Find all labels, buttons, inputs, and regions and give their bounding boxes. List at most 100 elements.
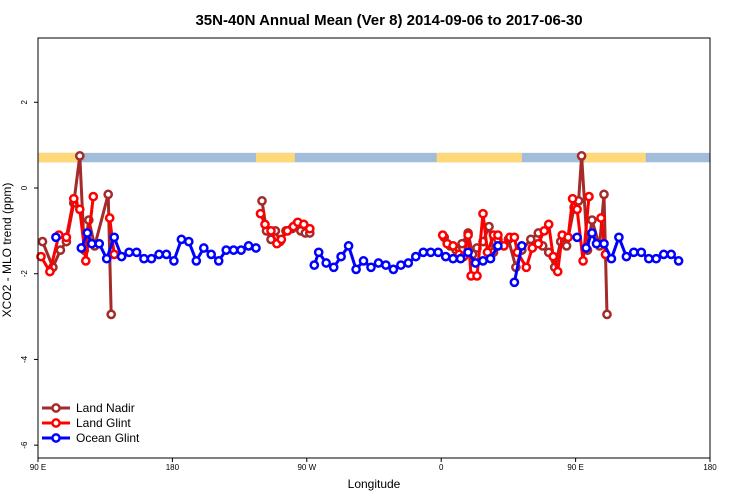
plot-frame [37, 37, 711, 459]
data-point [581, 243, 591, 253]
data-point [493, 241, 503, 251]
data-point [403, 258, 414, 268]
data-point [527, 243, 538, 253]
data-point [478, 208, 488, 219]
data-point [243, 241, 254, 251]
data-point [606, 253, 617, 264]
data-point [103, 189, 114, 200]
data-point [425, 247, 436, 258]
legend-label: Land Glint [76, 416, 131, 430]
legend-marker [51, 433, 61, 443]
data-point [614, 232, 624, 243]
data-point [548, 251, 559, 262]
data-point [572, 204, 582, 215]
data-point [525, 234, 536, 245]
y-tick-label: -6 [20, 441, 29, 449]
data-point [80, 256, 91, 266]
data-point [221, 245, 232, 255]
data-point [578, 256, 588, 266]
data-point [509, 277, 520, 288]
data-point [628, 247, 639, 258]
data-point [282, 226, 293, 236]
data-point [106, 309, 117, 320]
data-point [552, 266, 563, 277]
y-axis-label: XCO2 - MLO trend (ppm) [0, 183, 14, 318]
data-point [313, 247, 324, 258]
data-point [418, 247, 429, 258]
data-point [45, 266, 55, 277]
data-point [213, 256, 224, 266]
data-point [463, 230, 473, 240]
ocean-band [38, 152, 710, 163]
data-point [251, 243, 261, 253]
data-point [131, 247, 142, 258]
legend-marker [51, 418, 61, 428]
data-point [309, 260, 320, 270]
x-tick-label: 180 [703, 463, 717, 472]
series-land-glint [36, 191, 611, 281]
data-point [37, 236, 48, 247]
data-point [124, 247, 134, 258]
data-point [448, 253, 458, 264]
data-point [658, 249, 669, 260]
data-point [666, 249, 677, 260]
data-point [437, 230, 448, 240]
data-point [86, 238, 97, 249]
data-point [146, 253, 157, 264]
data-point [236, 245, 246, 255]
data-point [599, 238, 609, 249]
data-point [161, 249, 172, 260]
x-axis: 90 E 180 90 W 0 90 E 180 [30, 458, 717, 472]
y-axis: -6 -4 -2 0 2 [20, 100, 38, 449]
data-point [351, 264, 361, 275]
data-point [485, 253, 496, 264]
data-point [343, 241, 354, 251]
data-point [584, 191, 594, 202]
data-point [276, 234, 287, 245]
data-point [493, 230, 503, 240]
data-point [139, 253, 149, 264]
data-point [82, 228, 93, 238]
data-point [36, 251, 46, 262]
x-tick-label: 0 [439, 463, 444, 472]
data-point [463, 247, 473, 258]
x-tick-label: 90 E [30, 463, 46, 472]
data-point [266, 226, 276, 236]
data-point [191, 256, 202, 266]
data-point [576, 151, 587, 161]
data-point [76, 243, 87, 253]
data-point [358, 256, 369, 266]
data-point [61, 232, 72, 243]
data-point [336, 251, 346, 262]
data-point [440, 251, 451, 262]
series-lines [36, 151, 684, 320]
data-point [587, 215, 597, 225]
data-point [516, 241, 527, 251]
data-point [539, 226, 550, 236]
x-tick-label: 180 [166, 463, 180, 472]
legend-label: Land Nadir [76, 401, 135, 415]
land-band-segment [38, 152, 80, 163]
land-band-segment [256, 152, 295, 163]
data-point [470, 258, 481, 268]
data-point [101, 253, 112, 264]
data-point [328, 262, 339, 273]
data-point [673, 256, 684, 266]
data-point [543, 219, 554, 230]
data-point [68, 193, 79, 204]
land-mask-band [38, 152, 710, 163]
data-point [572, 232, 582, 243]
x-axis-label: Longitude [348, 477, 401, 491]
data-point [484, 221, 494, 232]
data-point [94, 238, 105, 249]
data-point [88, 191, 99, 202]
data-point [55, 245, 66, 255]
data-point [621, 251, 632, 262]
chart-title: 35N-40N Annual Mean (Ver 8) 2014-09-06 t… [195, 12, 582, 29]
data-point [472, 271, 482, 281]
data-point [257, 196, 267, 206]
data-point [74, 151, 85, 161]
data-point [561, 241, 572, 251]
